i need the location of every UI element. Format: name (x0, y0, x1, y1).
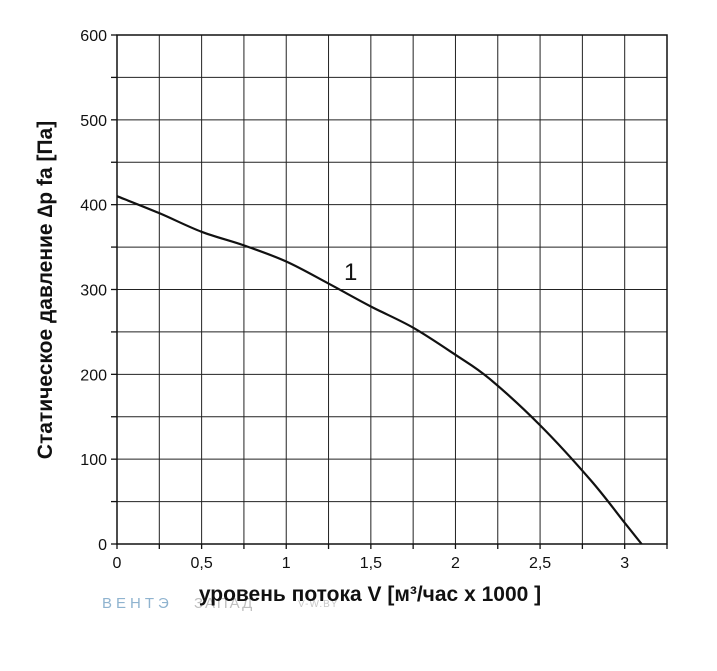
watermark-part3: V-W.BY (298, 599, 338, 610)
x-tick-labels: 0 0,5 1 1,5 2 2,5 3 (113, 555, 630, 572)
series-line-1 (116, 195, 643, 545)
y-tick-label: 100 (80, 452, 107, 469)
watermark-part1: ВЕНТЭ (102, 595, 173, 612)
y-axis-title: Статическое давление ∆p fa [Па] (34, 121, 57, 459)
y-tick-labels: 0 100 200 300 400 500 600 (80, 28, 107, 554)
y-tick-label: 500 (80, 113, 107, 130)
y-tick-label: 400 (80, 198, 107, 215)
x-tick-label: 3 (620, 555, 629, 572)
axis-ticks (111, 34, 668, 549)
series-label-1: 1 (344, 259, 357, 286)
watermark: ВЕНТЭ ЗАПАД V-W.BY (102, 595, 338, 612)
x-tick-label: 1 (282, 555, 291, 572)
y-tick-label: 0 (98, 537, 107, 554)
x-tick-label: 0 (113, 555, 122, 572)
grid (117, 35, 667, 544)
y-tick-label: 200 (80, 367, 107, 384)
y-tick-label: 300 (80, 283, 107, 300)
x-tick-label: 2,5 (529, 555, 551, 572)
x-axis-title: уровень потока V [м³/час х 1000 ] (199, 583, 541, 606)
watermark-part2: ЗАПАД (194, 595, 254, 612)
x-tick-label: 0,5 (190, 555, 212, 572)
x-tick-label: 1,5 (360, 555, 382, 572)
x-tick-label: 2 (451, 555, 460, 572)
y-tick-label: 600 (80, 28, 107, 45)
